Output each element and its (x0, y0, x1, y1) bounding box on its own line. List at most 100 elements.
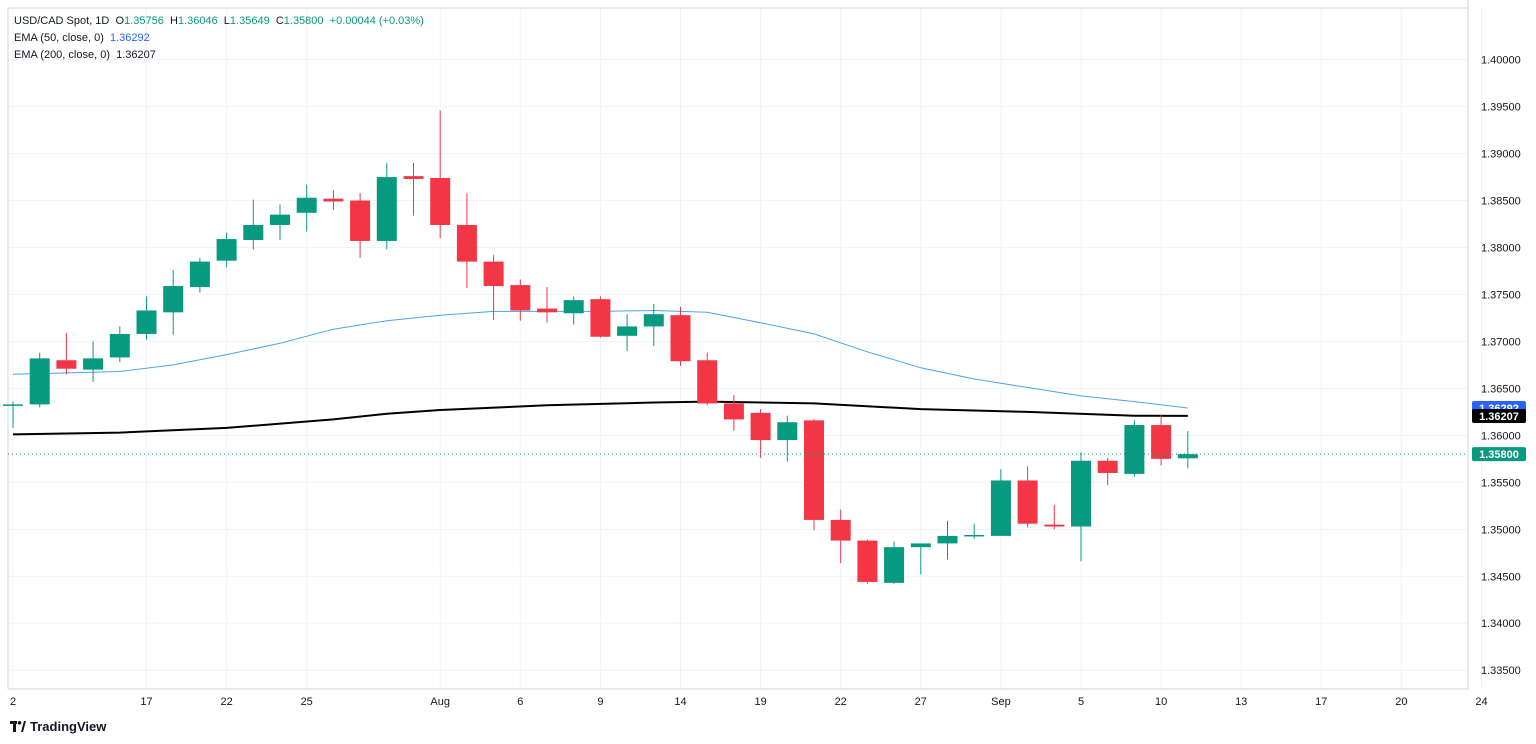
candle-body-down (1097, 460, 1118, 473)
candle-body-up (777, 422, 798, 441)
candle-body-up (3, 404, 23, 406)
ema200-label: EMA (200, close, 0) (14, 49, 110, 61)
price-tick-label: 1.39500 (1481, 102, 1521, 114)
close-label: C (275, 15, 284, 27)
chart-legend: USD/CAD Spot, 1D O1.35756 H1.36046 L1.35… (14, 13, 424, 64)
candle-body-down (403, 176, 424, 179)
time-tick-label: 24 (1475, 696, 1487, 708)
candle-body-up (964, 534, 985, 537)
candle-body-up (910, 543, 931, 548)
candle-body-down (56, 360, 77, 369)
candle-body-up (83, 358, 104, 370)
candle-body-down (670, 315, 691, 362)
price-tick-label: 1.38000 (1481, 243, 1521, 255)
legend-ema50-row[interactable]: EMA (50, close, 0) 1.36292 (14, 30, 424, 47)
price-tick-label: 1.37500 (1481, 289, 1521, 301)
legend-symbol-row: USD/CAD Spot, 1D O1.35756 H1.36046 L1.35… (14, 13, 424, 30)
time-tick-label: Aug (430, 696, 450, 708)
open-value: 1.35756 (124, 15, 164, 27)
close-value: 1.35800 (283, 15, 324, 27)
candle-body-down (510, 285, 531, 311)
ema50-label: EMA (50, close, 0) (14, 32, 104, 44)
candle-body-down (483, 261, 504, 287)
price-tick-label: 1.40000 (1481, 55, 1521, 67)
price-tick-label: 1.38500 (1481, 196, 1521, 208)
candle-body-up (1071, 460, 1091, 527)
candle-body-up (29, 358, 50, 405)
candle-body-up (617, 326, 638, 336)
candle-body-up (296, 197, 317, 213)
symbol-label: USD/CAD Spot, 1D (14, 15, 110, 27)
candle-body-up (990, 480, 1011, 536)
price-label-text: 1.36207 (1479, 411, 1519, 423)
candle-body-up (163, 286, 184, 313)
price-label-badge (1472, 408, 1526, 423)
legend-ema200-row[interactable]: EMA (200, close, 0) 1.36207 (14, 47, 424, 64)
price-label-badge (1472, 447, 1526, 462)
candle-body-up (109, 333, 130, 358)
candle-body-down (1044, 524, 1065, 527)
candle-body-down (857, 540, 878, 582)
candle-body-down (430, 178, 451, 225)
price-tick-label: 1.36000 (1481, 430, 1521, 442)
ema200-value: 1.36207 (116, 49, 156, 61)
candle-body-down (350, 200, 371, 241)
candle-body-down (1151, 425, 1172, 459)
candle-body-up (1124, 425, 1145, 474)
ema200-line (12, 400, 1188, 436)
price-tick-label: 1.34000 (1481, 618, 1521, 630)
time-tick-label: Sep (991, 696, 1011, 708)
time-tick-label: 27 (915, 696, 927, 708)
candle-body-down (830, 519, 851, 541)
price-label-text: 1.35800 (1479, 449, 1519, 461)
candle-body-up (243, 224, 264, 241)
candle-body-down (456, 224, 477, 262)
candle-body-down (697, 360, 718, 404)
candle-body-up (1177, 454, 1198, 459)
time-tick-label: 22 (220, 696, 232, 708)
candle-body-down (723, 403, 744, 420)
time-tick-label: 25 (301, 696, 313, 708)
time-tick-label: 14 (674, 696, 686, 708)
candle-body-up (270, 214, 290, 225)
low-label: L (223, 15, 230, 27)
candle-body-down (804, 420, 824, 520)
candle-body-up (216, 239, 237, 261)
change-value: +0.00044 (+0.03%) (329, 15, 424, 27)
candle-body-down (537, 308, 557, 313)
tradingview-logo[interactable]: TradingView (10, 719, 106, 734)
price-tick-label: 1.36500 (1481, 383, 1521, 395)
candle-body-up (937, 535, 958, 544)
time-tick-label: 10 (1155, 696, 1167, 708)
candle-body-down (1017, 480, 1038, 524)
open-label: O (115, 15, 125, 27)
candle-body-up (189, 261, 210, 287)
time-tick-label: 17 (1315, 696, 1327, 708)
time-tick-label: 17 (140, 696, 152, 708)
tradingview-wordmark: TradingView (30, 719, 107, 734)
candle-body-up (884, 547, 905, 583)
candle-body-up (376, 177, 397, 241)
time-tick-label: 20 (1395, 696, 1407, 708)
price-tick-label: 1.33500 (1481, 665, 1521, 677)
candle-body-down (590, 299, 611, 337)
low-value: 1.35649 (229, 15, 270, 27)
candle-body-down (750, 412, 771, 441)
price-tick-label: 1.37000 (1481, 336, 1521, 348)
time-tick-label: 6 (517, 696, 523, 708)
price-tick-label: 1.34500 (1481, 571, 1521, 583)
price-tick-label: 1.35500 (1481, 477, 1521, 489)
ema50-line (12, 309, 1188, 409)
tradingview-icon (10, 721, 26, 732)
time-tick-label: 5 (1078, 696, 1084, 708)
price-tick-label: 1.35000 (1481, 524, 1521, 536)
high-label: H (169, 15, 178, 27)
time-tick-label: 19 (754, 696, 766, 708)
time-tick-label: 13 (1235, 696, 1247, 708)
time-tick-label: 9 (597, 696, 603, 708)
price-tick-label: 1.39000 (1481, 149, 1521, 161)
ema50-value: 1.36292 (110, 32, 150, 44)
candle-body-up (563, 300, 584, 314)
time-tick-label: 2 (10, 696, 16, 708)
